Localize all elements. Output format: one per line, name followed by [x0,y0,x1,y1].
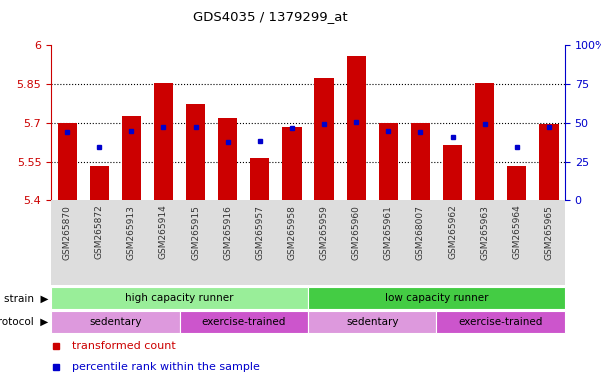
Text: high capacity runner: high capacity runner [125,293,234,303]
Text: GSM265913: GSM265913 [127,205,136,260]
Bar [122,116,141,200]
Bar [379,123,398,200]
Text: GSM265914: GSM265914 [159,205,168,260]
Bar [443,145,462,200]
Bar [186,104,205,200]
Text: GSM265959: GSM265959 [320,205,329,260]
Text: GSM265962: GSM265962 [448,205,457,260]
Text: GSM265872: GSM265872 [95,205,104,260]
Bar [308,311,436,333]
Bar [282,127,302,200]
Bar [58,123,77,200]
Text: strain  ▶: strain ▶ [4,293,48,303]
Bar [475,83,494,200]
Text: GSM265958: GSM265958 [287,205,296,260]
Text: GSM265957: GSM265957 [255,205,264,260]
Bar [154,83,173,200]
Text: sedentary: sedentary [89,317,142,327]
Text: GSM265960: GSM265960 [352,205,361,260]
Bar [347,56,366,200]
Bar [314,78,334,200]
Bar [308,287,565,310]
Text: exercise-trained: exercise-trained [459,317,543,327]
Text: GSM265964: GSM265964 [512,205,521,260]
Bar [410,123,430,200]
Text: GSM265870: GSM265870 [63,205,72,260]
Text: GSM265961: GSM265961 [384,205,393,260]
Text: GSM268007: GSM268007 [416,205,425,260]
Text: percentile rank within the sample: percentile rank within the sample [72,362,260,372]
Text: protocol  ▶: protocol ▶ [0,317,48,327]
Text: low capacity runner: low capacity runner [385,293,488,303]
Bar [218,118,237,200]
Text: GDS4035 / 1379299_at: GDS4035 / 1379299_at [193,10,348,23]
Text: GSM265916: GSM265916 [223,205,232,260]
Bar [51,311,180,333]
Text: transformed count: transformed count [72,341,175,351]
Text: GSM265915: GSM265915 [191,205,200,260]
Bar [507,166,526,200]
Text: GSM265963: GSM265963 [480,205,489,260]
Text: sedentary: sedentary [346,317,398,327]
Bar [436,311,565,333]
Text: GSM265965: GSM265965 [545,205,554,260]
Bar [180,311,308,333]
Bar [539,124,558,200]
Bar [250,158,269,200]
Text: exercise-trained: exercise-trained [201,317,286,327]
Bar [90,166,109,200]
Bar [51,287,308,310]
